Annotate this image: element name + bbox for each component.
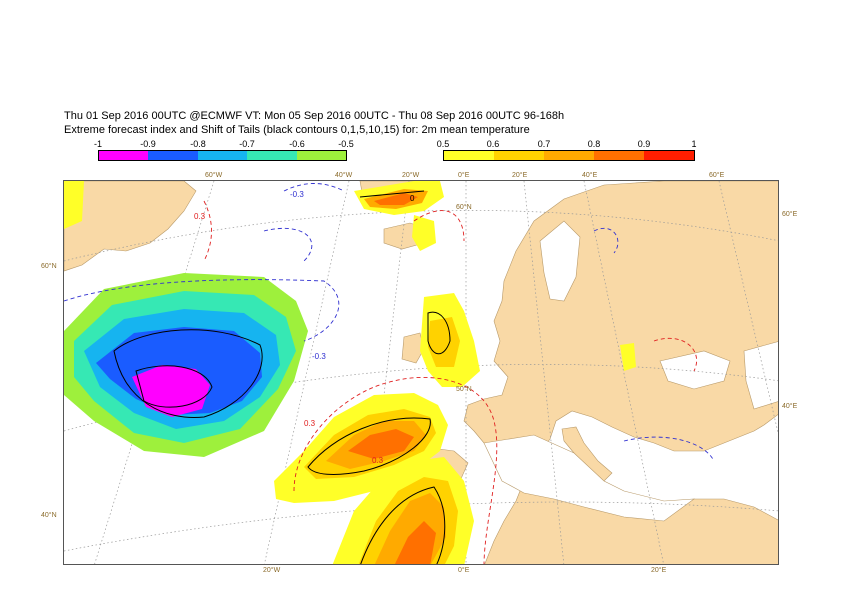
efi-positive-north	[64, 181, 444, 251]
contour-label: 0.3	[304, 419, 316, 428]
lon-label-top: 0°E	[458, 172, 470, 179]
inner-lat-labels: 60°N 50°N	[456, 203, 472, 393]
contour-label: 0	[410, 194, 415, 203]
seas	[483, 220, 778, 522]
sot-contours	[113, 190, 451, 564]
contour-label: -0.3	[290, 190, 304, 199]
meridian-40e	[583, 181, 664, 564]
meridian-40w	[264, 181, 350, 564]
lat-label-right: 40°E	[782, 403, 798, 410]
lat-label-inner: 50°N	[456, 385, 472, 393]
mediterranean-sea	[483, 434, 696, 522]
colorbar-swatch	[644, 151, 694, 160]
map-canvas: -0.3 0.3 0.3 0 -0.3 0.3 60°N 50°N	[64, 181, 778, 564]
lon-label-bottom: 20°W	[263, 567, 281, 574]
lat-label-right: 60°E	[782, 211, 798, 218]
colorbar-tick-label: -0.9	[140, 139, 156, 149]
lon-label-top: 20°E	[512, 172, 528, 179]
colorbar-tick-label: 0.5	[436, 139, 450, 149]
colorbar-swatch	[99, 151, 149, 160]
colorbar-positive	[443, 150, 695, 161]
lon-label-top: 20°W	[402, 172, 420, 179]
lon-label-top: 40°W	[335, 172, 353, 179]
ireland	[401, 332, 425, 364]
meridian-60w	[94, 181, 215, 564]
contour-label: 0.3	[372, 456, 384, 465]
lat-label-left: 40°N	[41, 512, 57, 519]
colorbar-tick-label: -0.7	[239, 139, 255, 149]
chart-title-line2: Extreme forecast index and Shift of Tail…	[64, 124, 530, 136]
meridian-60e	[718, 181, 778, 435]
lon-label-top: 60°W	[205, 172, 223, 179]
colorbar-swatch	[544, 151, 594, 160]
lon-label-top: 40°E	[582, 172, 598, 179]
efi-map: -0.3 0.3 0.3 0 -0.3 0.3 60°N 50°N	[63, 180, 779, 565]
colorbar-tick-label: 0.6	[486, 139, 500, 149]
italy	[561, 426, 613, 482]
colorbar-swatch	[148, 151, 198, 160]
contour-label: -0.3	[312, 352, 326, 361]
chart-title-line1: Thu 01 Sep 2016 00UTC @ECMWF VT: Mon 05 …	[64, 110, 565, 122]
lon-label-top: 60°E	[709, 172, 725, 179]
europe-africa-landmass	[463, 181, 778, 564]
baltic-sea	[539, 220, 581, 302]
colorbar-swatch	[494, 151, 544, 160]
colorbar-tick-label: 1	[691, 139, 697, 149]
colorbar-swatch	[444, 151, 494, 160]
colorbar-negative	[98, 150, 347, 161]
colorbar-swatch	[247, 151, 297, 160]
lon-label-bottom: 0°E	[458, 567, 470, 574]
efi-dashed-contours	[64, 183, 715, 564]
efi-positive-west-europe	[274, 293, 636, 564]
contour-labels: -0.3 0.3 0.3 0 -0.3 0.3	[194, 190, 415, 465]
meridian-20w	[363, 181, 410, 564]
colorbar-swatch	[197, 151, 248, 160]
efi-negative-anomaly	[64, 273, 308, 457]
black-sea	[659, 350, 731, 390]
lat-label-left: 60°N	[41, 263, 57, 270]
meridian-20e	[523, 181, 565, 564]
colorbar-tick-label: 0.8	[587, 139, 601, 149]
parallel-60n	[64, 210, 778, 262]
colorbar-tick-label: -1	[93, 139, 103, 149]
contour-label: 0.3	[194, 212, 206, 221]
colorbar-tick-label: -0.5	[338, 139, 354, 149]
colorbar-swatch	[296, 151, 347, 160]
colorbar-swatch	[594, 151, 644, 160]
colorbar-tick-label: 0.9	[637, 139, 651, 149]
colorbar-tick-label: -0.8	[190, 139, 206, 149]
greenland-landmass	[64, 181, 197, 272]
lat-label-inner: 60°N	[456, 203, 472, 211]
colorbar-tick-label: -0.6	[289, 139, 305, 149]
caspian-sea	[743, 341, 778, 410]
lon-label-bottom: 20°E	[651, 567, 667, 574]
colorbar-tick-label: 0.7	[537, 139, 551, 149]
